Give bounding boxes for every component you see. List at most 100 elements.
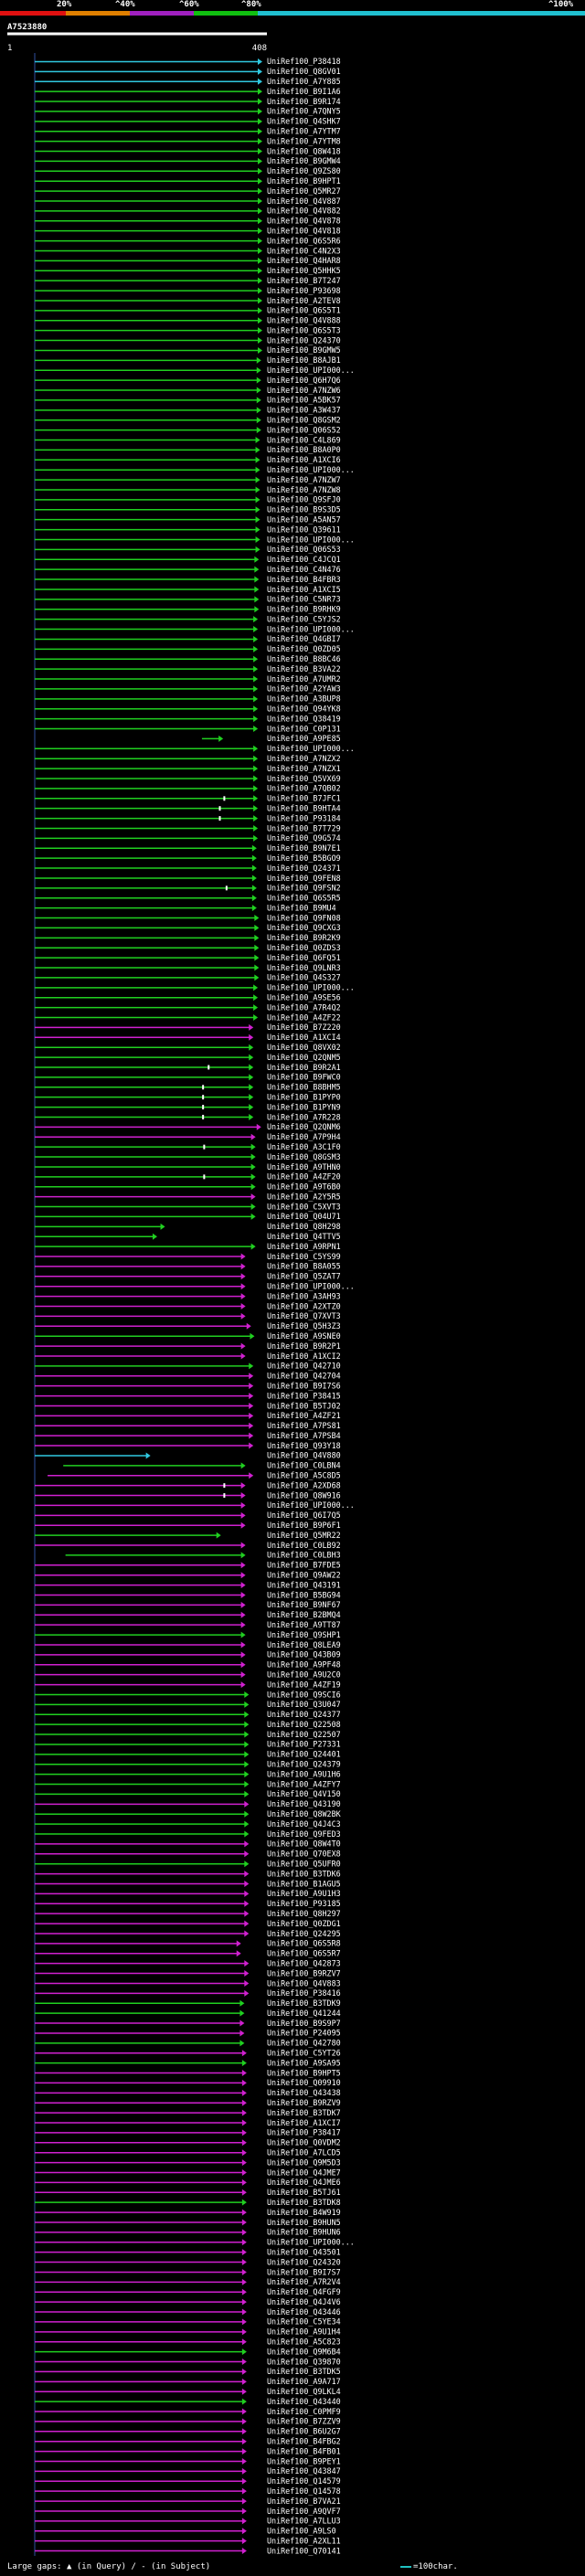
hit-label[interactable]: UniRef100_B5BGO9 [267, 853, 341, 863]
hit-label[interactable]: UniRef100_Q5VX69 [267, 774, 341, 783]
hit-label[interactable]: UniRef100_Q8W4T0 [267, 1839, 341, 1849]
hit-label[interactable]: UniRef100_A9SNE0 [267, 1331, 341, 1341]
hit-label[interactable]: UniRef100_Q9AW22 [267, 1571, 341, 1580]
hit-label[interactable]: UniRef100_B5BG94 [267, 1590, 341, 1599]
hit-label[interactable]: UniRef100_A9A717 [267, 2377, 341, 2386]
hit-label[interactable]: UniRef100_Q4JME7 [267, 2168, 341, 2177]
hit-label[interactable]: UniRef100_A3C1F0 [267, 1142, 341, 1151]
hit-label[interactable]: UniRef100_UPI000... [267, 983, 355, 992]
hit-label[interactable]: UniRef100_P38418 [267, 57, 341, 66]
hit-label[interactable]: UniRef100_Q93Y18 [267, 1441, 341, 1450]
hit-label[interactable]: UniRef100_B3TDK8 [267, 2198, 341, 2207]
hit-label[interactable]: UniRef100_UPI000... [267, 624, 355, 633]
hit-label[interactable]: UniRef100_C0P131 [267, 724, 341, 733]
hit-label[interactable]: UniRef100_UPI000... [267, 744, 355, 753]
hit-label[interactable]: UniRef100_A7NZX1 [267, 764, 341, 773]
hit-label[interactable]: UniRef100_C0LBH3 [267, 1551, 341, 1560]
hit-label[interactable]: UniRef100_Q9ZS80 [267, 166, 341, 175]
hit-label[interactable]: UniRef100_Q43847 [267, 2466, 341, 2475]
hit-label[interactable]: UniRef100_B2BMQ4 [267, 1610, 341, 1619]
hit-label[interactable]: UniRef100_A2YAW3 [267, 684, 341, 694]
hit-label[interactable]: UniRef100_A5C823 [267, 2337, 341, 2347]
hit-label[interactable]: UniRef100_B9HUN6 [267, 2228, 341, 2237]
hit-label[interactable]: UniRef100_A1XCI2 [267, 1352, 341, 1361]
hit-label[interactable]: UniRef100_A9U2C0 [267, 1670, 341, 1679]
hit-label[interactable]: UniRef100_C4L869 [267, 435, 341, 444]
hit-label[interactable]: UniRef100_Q4GBI7 [267, 634, 341, 643]
hit-label[interactable]: UniRef100_Q8GSM3 [267, 1152, 341, 1161]
hit-label[interactable]: UniRef100_Q39611 [267, 525, 341, 534]
hit-label[interactable]: UniRef100_C0LB92 [267, 1541, 341, 1550]
hit-label[interactable]: UniRef100_Q9FN08 [267, 913, 341, 922]
hit-label[interactable]: UniRef100_A4ZF19 [267, 1680, 341, 1689]
hit-label[interactable]: UniRef100_Q43191 [267, 1580, 341, 1589]
hit-label[interactable]: UniRef100_Q8GSM2 [267, 416, 341, 425]
hit-label[interactable]: UniRef100_A7R2V4 [267, 2277, 341, 2286]
hit-label[interactable]: UniRef100_A7P9H4 [267, 1132, 341, 1141]
hit-label[interactable]: UniRef100_Q6FQ51 [267, 953, 341, 962]
hit-label[interactable]: UniRef100_Q6S5R5 [267, 894, 341, 903]
hit-label[interactable]: UniRef100_A9SE56 [267, 993, 341, 1002]
hit-label[interactable]: UniRef100_P38417 [267, 2128, 341, 2137]
hit-label[interactable]: UniRef100_Q22508 [267, 1720, 341, 1729]
hit-label[interactable]: UniRef100_C0LBN4 [267, 1461, 341, 1470]
hit-label[interactable]: UniRef100_Q24401 [267, 1750, 341, 1759]
hit-label[interactable]: UniRef100_C4N476 [267, 565, 341, 574]
hit-label[interactable]: UniRef100_Q5HHK5 [267, 266, 341, 275]
hit-label[interactable]: UniRef100_B5TJ02 [267, 1401, 341, 1410]
hit-label[interactable]: UniRef100_A7QB02 [267, 784, 341, 793]
hit-label[interactable]: UniRef100_B8AJB1 [267, 355, 341, 365]
hit-label[interactable]: UniRef100_B4W919 [267, 2208, 341, 2217]
hit-label[interactable]: UniRef100_Q8W916 [267, 1490, 341, 1500]
hit-label[interactable]: UniRef100_B4FBR3 [267, 575, 341, 584]
hit-label[interactable]: UniRef100_Q9SHP1 [267, 1630, 341, 1639]
hit-label[interactable]: UniRef100_B3TDK9 [267, 1998, 341, 2008]
hit-label[interactable]: UniRef100_Q43190 [267, 1799, 341, 1808]
hit-label[interactable]: UniRef100_Q22507 [267, 1730, 341, 1739]
hit-label[interactable]: UniRef100_A7PS81 [267, 1421, 341, 1430]
hit-label[interactable]: UniRef100_A7NZW7 [267, 475, 341, 484]
hit-label[interactable]: UniRef100_Q6S5R7 [267, 1949, 341, 1958]
hit-label[interactable]: UniRef100_B9R2A1 [267, 1063, 341, 1072]
hit-label[interactable]: UniRef100_B8A0P0 [267, 445, 341, 454]
hit-label[interactable]: UniRef100_UPI000... [267, 465, 355, 474]
hit-label[interactable]: UniRef100_P27331 [267, 1740, 341, 1749]
hit-label[interactable]: UniRef100_Q6H7Q6 [267, 376, 341, 385]
hit-label[interactable]: UniRef100_Q4V882 [267, 207, 341, 216]
hit-label[interactable]: UniRef100_C5YS99 [267, 1252, 341, 1261]
hit-label[interactable]: UniRef100_A2XTZ0 [267, 1301, 341, 1310]
hit-label[interactable]: UniRef100_Q4JME6 [267, 2178, 341, 2187]
hit-label[interactable]: UniRef100_B9RZV9 [267, 2098, 341, 2107]
hit-label[interactable]: UniRef100_Q6S5R8 [267, 1939, 341, 1948]
hit-label[interactable]: UniRef100_Q43438 [267, 2088, 341, 2097]
hit-label[interactable]: UniRef100_Q24379 [267, 1760, 341, 1769]
hit-label[interactable]: UniRef100_A4ZF20 [267, 1172, 341, 1182]
hit-label[interactable]: UniRef100_A2TEV8 [267, 296, 341, 305]
hit-label[interactable]: UniRef100_B7T247 [267, 276, 341, 285]
hit-label[interactable]: UniRef100_Q9FED3 [267, 1829, 341, 1839]
hit-label[interactable]: UniRef100_Q8H297 [267, 1909, 341, 1918]
hit-label[interactable]: UniRef100_A9SA95 [267, 2058, 341, 2067]
hit-label[interactable]: UniRef100_B9HPT5 [267, 2068, 341, 2077]
hit-label[interactable]: UniRef100_B9S3D5 [267, 505, 341, 514]
hit-label[interactable]: UniRef100_Q5UFR0 [267, 1859, 341, 1868]
hit-label[interactable]: UniRef100_Q8H298 [267, 1222, 341, 1231]
hit-label[interactable]: UniRef100_A3BUP8 [267, 694, 341, 704]
hit-label[interactable]: UniRef100_A7QNY5 [267, 107, 341, 116]
hit-label[interactable]: UniRef100_P38416 [267, 1988, 341, 1998]
hit-label[interactable]: UniRef100_B3TDK6 [267, 1869, 341, 1878]
hit-label[interactable]: UniRef100_P93185 [267, 1899, 341, 1908]
hit-label[interactable]: UniRef100_B9I7S6 [267, 1381, 341, 1390]
hit-label[interactable]: UniRef100_Q42873 [267, 1958, 341, 1967]
hit-label[interactable]: UniRef100_B7JFC1 [267, 794, 341, 803]
hit-label[interactable]: UniRef100_Q3U047 [267, 1700, 341, 1709]
hit-label[interactable]: UniRef100_Q24320 [267, 2257, 341, 2266]
hit-label[interactable]: UniRef100_Q9LNR3 [267, 963, 341, 972]
hit-label[interactable]: UniRef100_A7UMR2 [267, 674, 341, 684]
hit-label[interactable]: UniRef100_Q2QNM6 [267, 1122, 341, 1131]
hit-label[interactable]: UniRef100_Q4SHK7 [267, 117, 341, 126]
hit-label[interactable]: UniRef100_C4JCQ1 [267, 555, 341, 564]
hit-label[interactable]: UniRef100_B3TDK5 [267, 2367, 341, 2376]
hit-label[interactable]: UniRef100_Q4J4V6 [267, 2297, 341, 2306]
hit-label[interactable]: UniRef100_A7R228 [267, 1112, 341, 1121]
